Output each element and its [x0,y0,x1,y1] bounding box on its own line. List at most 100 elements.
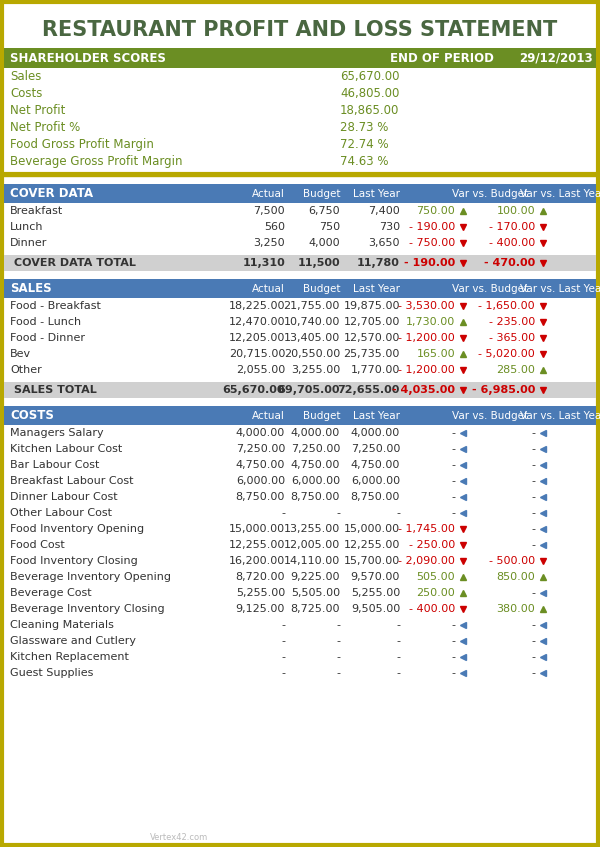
Text: 19,875.00: 19,875.00 [343,301,400,311]
Text: 16,200.00: 16,200.00 [229,556,285,566]
Text: -: - [531,620,535,630]
Text: 100.00: 100.00 [496,206,535,216]
Text: 28.73 %: 28.73 % [340,121,388,134]
Text: Actual: Actual [252,411,285,420]
Text: Beverage Inventory Closing: Beverage Inventory Closing [10,604,164,614]
Text: Var vs. Budget: Var vs. Budget [452,189,528,198]
Text: 750.00: 750.00 [416,206,455,216]
Text: 1,730.00: 1,730.00 [406,317,455,327]
Text: Budget: Budget [302,411,340,420]
Bar [4,184,596,203]
Text: 13,255.00: 13,255.00 [284,524,340,534]
Text: 12,255.00: 12,255.00 [229,540,285,550]
Text: Costs: Costs [10,87,43,100]
Text: -: - [531,508,535,518]
Text: 74.63 %: 74.63 % [340,155,389,168]
Text: SALES: SALES [10,282,52,295]
Text: Guest Supplies: Guest Supplies [10,668,94,678]
Text: -: - [531,524,535,534]
Text: - 400.00: - 400.00 [489,238,535,248]
Text: 1,770.00: 1,770.00 [350,365,400,375]
Text: Actual: Actual [252,284,285,294]
Text: 18,225.00: 18,225.00 [229,301,285,311]
Text: Beverage Inventory Opening: Beverage Inventory Opening [10,572,171,582]
Text: 750: 750 [319,222,340,232]
Text: - 6,985.00: - 6,985.00 [472,385,535,395]
Text: 4,000.00: 4,000.00 [291,428,340,438]
Bar [4,406,596,425]
Text: -: - [396,620,400,630]
Text: Glassware and Cutlery: Glassware and Cutlery [10,636,136,646]
Text: -: - [451,620,455,630]
Text: -: - [281,620,285,630]
Text: 12,470.00: 12,470.00 [229,317,285,327]
Text: 6,000.00: 6,000.00 [236,476,285,486]
Text: Last Year: Last Year [353,284,400,294]
Text: -: - [336,508,340,518]
Text: Breakfast: Breakfast [10,206,63,216]
Text: - 1,745.00: - 1,745.00 [398,524,455,534]
Text: Breakfast Labour Cost: Breakfast Labour Cost [10,476,133,486]
Text: - 470.00: - 470.00 [484,258,535,268]
Text: 11,500: 11,500 [298,258,340,268]
Text: Food - Lunch: Food - Lunch [10,317,81,327]
Text: -: - [451,636,455,646]
Text: Kitchen Labour Cost: Kitchen Labour Cost [10,444,122,454]
Text: 7,250.00: 7,250.00 [290,444,340,454]
Text: -: - [336,668,340,678]
Text: 5,255.00: 5,255.00 [351,588,400,598]
Text: Last Year: Last Year [353,411,400,420]
Text: 9,570.00: 9,570.00 [350,572,400,582]
Text: - 365.00: - 365.00 [489,333,535,343]
Text: - 4,035.00: - 4,035.00 [392,385,455,395]
Text: 560: 560 [264,222,285,232]
Text: Other Labour Cost: Other Labour Cost [10,508,112,518]
Text: - 3,530.00: - 3,530.00 [398,301,455,311]
Text: Net Profit %: Net Profit % [10,121,80,134]
Text: 8,750.00: 8,750.00 [290,492,340,502]
Text: Net Profit: Net Profit [10,104,65,117]
Text: 8,750.00: 8,750.00 [350,492,400,502]
Text: 7,250.00: 7,250.00 [350,444,400,454]
Text: 12,705.00: 12,705.00 [344,317,400,327]
Text: 5,255.00: 5,255.00 [236,588,285,598]
Text: 11,310: 11,310 [242,258,285,268]
Text: - 2,090.00: - 2,090.00 [398,556,455,566]
Text: -: - [531,476,535,486]
Text: Var vs. Last Year: Var vs. Last Year [520,284,600,294]
Text: 9,125.00: 9,125.00 [236,604,285,614]
Text: -: - [396,636,400,646]
Text: 12,205.00: 12,205.00 [229,333,285,343]
Text: 12,570.00: 12,570.00 [344,333,400,343]
Text: Var vs. Last Year: Var vs. Last Year [520,411,600,420]
Text: 380.00: 380.00 [496,604,535,614]
Text: Food - Dinner: Food - Dinner [10,333,85,343]
Text: 12,255.00: 12,255.00 [344,540,400,550]
Text: -: - [531,460,535,470]
Text: 15,000.00: 15,000.00 [344,524,400,534]
Text: 46,805.00: 46,805.00 [340,87,400,100]
Text: Food Cost: Food Cost [10,540,65,550]
Text: 72,655.00: 72,655.00 [338,385,400,395]
Text: 15,700.00: 15,700.00 [344,556,400,566]
Text: - 1,200.00: - 1,200.00 [398,333,455,343]
Text: 285.00: 285.00 [496,365,535,375]
Text: -: - [451,492,455,502]
Text: - 1,650.00: - 1,650.00 [478,301,535,311]
Text: -: - [531,428,535,438]
Text: Vertex42.com: Vertex42.com [150,833,208,842]
Bar [4,48,596,68]
Text: 9,225.00: 9,225.00 [290,572,340,582]
Text: -: - [336,636,340,646]
Text: -: - [531,668,535,678]
Text: 6,750: 6,750 [308,206,340,216]
Text: -: - [451,652,455,662]
Text: COVER DATA TOTAL: COVER DATA TOTAL [14,258,136,268]
Text: RESTAURANT PROFIT AND LOSS STATEMENT: RESTAURANT PROFIT AND LOSS STATEMENT [43,20,557,40]
Text: Actual: Actual [252,189,285,198]
Text: 11,780: 11,780 [357,258,400,268]
Text: 8,750.00: 8,750.00 [236,492,285,502]
Text: 72.74 %: 72.74 % [340,138,389,151]
Text: -: - [396,508,400,518]
Text: 8,720.00: 8,720.00 [235,572,285,582]
